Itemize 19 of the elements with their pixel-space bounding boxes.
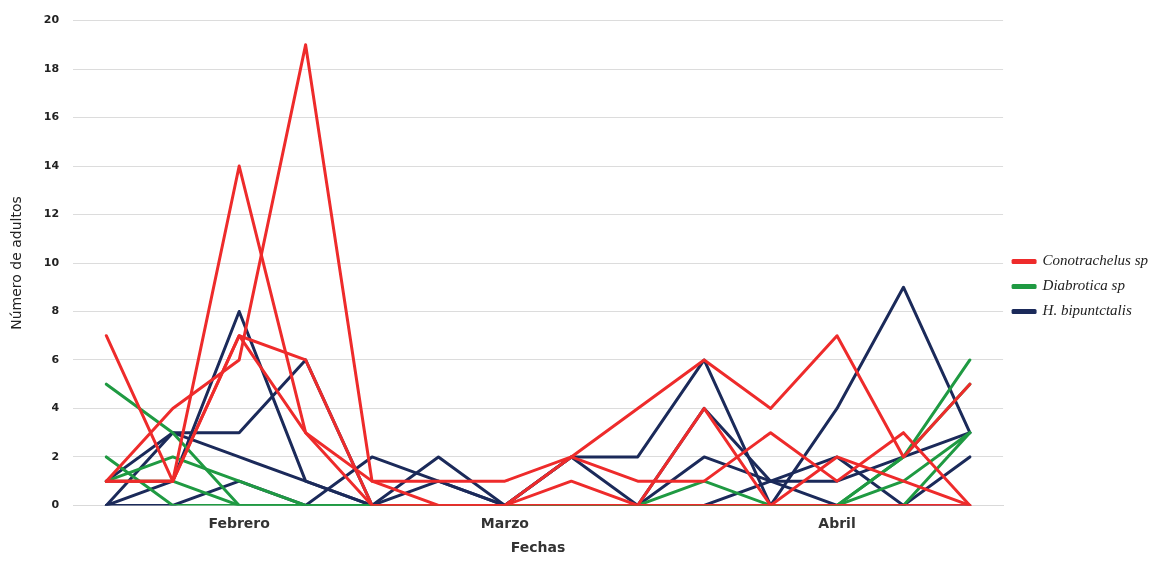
- y-tick-label: 0: [51, 498, 60, 512]
- y-tick-label: 4: [51, 401, 60, 415]
- y-tick-label: 2: [51, 449, 60, 463]
- legend-label: Conotrachelus sp: [1042, 252, 1149, 269]
- x-axis-title: Fechas: [510, 539, 566, 556]
- x-tick-label: Abril: [818, 515, 856, 532]
- y-tick-label: 20: [43, 13, 60, 27]
- legend-label: Diabrotica sp: [1041, 277, 1126, 294]
- y-axis-title: Número de adultos: [8, 196, 25, 330]
- y-tick-label: 18: [43, 61, 60, 75]
- y-tick-label: 6: [51, 352, 60, 366]
- x-tick-label: Febrero: [208, 515, 271, 532]
- y-tick-label: 8: [51, 304, 60, 318]
- x-tick-label: Marzo: [480, 515, 530, 532]
- y-tick-label: 12: [43, 207, 60, 221]
- y-tick-label: 16: [43, 110, 60, 124]
- y-tick-label: 10: [43, 255, 60, 269]
- legend-label: H. bipuntctalis: [1041, 302, 1132, 319]
- y-tick-label: 14: [43, 158, 60, 172]
